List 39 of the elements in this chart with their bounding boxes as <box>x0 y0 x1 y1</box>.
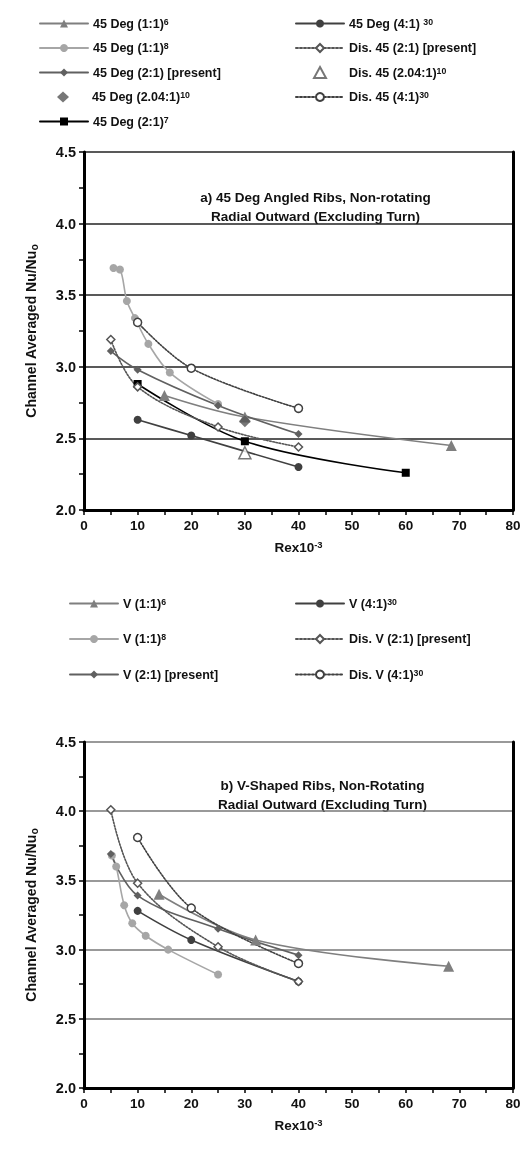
legend-label: Dis. V (2:1) [present] <box>349 632 471 646</box>
x-tick-label: 70 <box>451 1095 467 1111</box>
y-tick-label: 4.5 <box>55 144 76 160</box>
y-tick-label: 4.5 <box>55 734 76 750</box>
x-tick-label: 20 <box>183 517 199 533</box>
x-tick-label: 80 <box>505 1095 521 1111</box>
x-tick-label: 40 <box>290 517 307 533</box>
annotation: b) V-Shaped Ribs, Non-Rotating Radial Outward (Excluding Turn) <box>218 778 428 812</box>
x-tick-label: 0 <box>80 1095 88 1111</box>
legend-label: V (2:1) [present] <box>123 667 219 682</box>
y-axis-title: Channel Averaged Nu/Nuo <box>23 244 40 418</box>
y-tick-label: 3.0 <box>55 941 76 958</box>
y-tick-label: 2.0 <box>55 1080 76 1096</box>
y-tick-label: 2.5 <box>55 430 76 447</box>
y-axis-title: Channel Averaged Nu/Nuo <box>23 828 40 1002</box>
y-tick-label: 3.5 <box>55 872 76 889</box>
x-tick-label: 30 <box>237 1095 253 1111</box>
x-tick-label: 10 <box>130 517 146 533</box>
legend-label: Dis. 45 (2:1) [present] <box>349 41 477 55</box>
x-tick-label: 0 <box>80 517 88 533</box>
y-tick-label: 2.0 <box>55 502 76 518</box>
x-tick-label: 80 <box>505 517 521 533</box>
legend-label: 45 Deg (2:1) [present] <box>93 65 221 80</box>
y-tick-label: 4.0 <box>55 215 76 232</box>
y-tick-label: 3.5 <box>55 287 76 304</box>
y-tick-label: 2.5 <box>55 1010 76 1027</box>
x-tick-label: 40 <box>290 1095 307 1111</box>
x-tick-label: 60 <box>398 1095 414 1111</box>
legend-label: 45 Deg (4:1) 30 <box>349 16 434 31</box>
y-tick-label: 3.0 <box>55 358 76 375</box>
y-tick-label: 4.0 <box>55 803 76 820</box>
x-tick-label: 60 <box>398 517 414 533</box>
x-tick-label: 30 <box>237 517 253 533</box>
x-tick-label: 50 <box>344 1095 360 1111</box>
x-tick-label: 50 <box>344 517 360 533</box>
x-tick-label: 20 <box>183 1095 199 1111</box>
annotation: a) 45 Deg Angled Ribs, Non-rotating Radial Outward (Excluding Turn) <box>200 190 431 224</box>
x-tick-label: 10 <box>130 1095 146 1111</box>
x-tick-label: 70 <box>451 517 467 533</box>
